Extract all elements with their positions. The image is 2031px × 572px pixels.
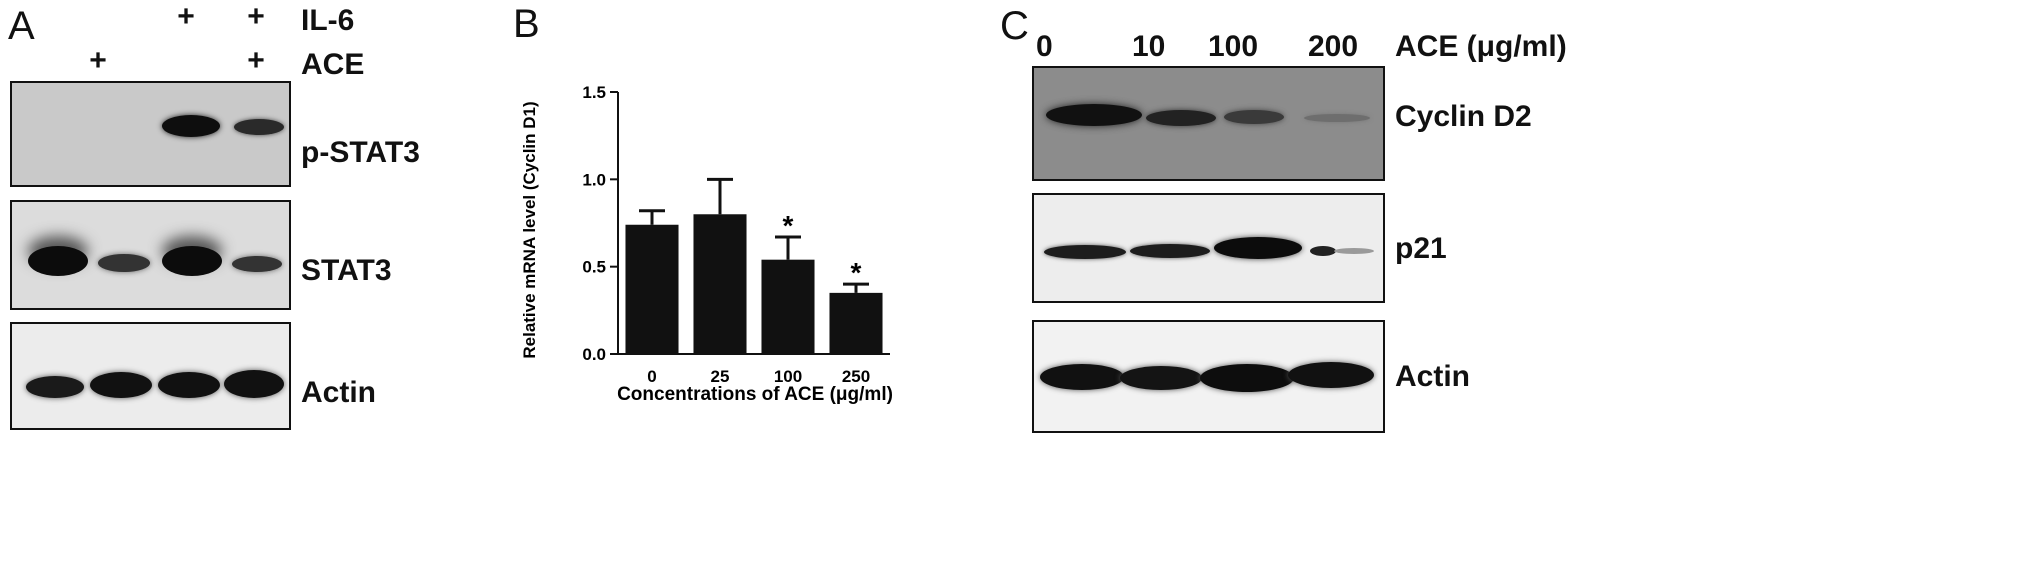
blot-p-stat3 <box>10 81 291 187</box>
band <box>1304 114 1370 122</box>
mrna-bar-chart: 0.0 0.5 1.0 1.5 * * 0 25 100 250 Concentrations… <box>520 83 893 405</box>
y-tick-label: 1.5 <box>582 83 606 102</box>
panel-a-letter: A <box>8 4 35 48</box>
band <box>158 372 220 398</box>
conc-100: 100 <box>1208 30 1259 63</box>
y-tick-label: 0.5 <box>582 258 606 277</box>
y-axis-label: Relative mRNA level (Cyclin D1) <box>520 101 539 358</box>
panel-b-letter: B <box>513 2 540 46</box>
band <box>90 372 152 398</box>
band <box>1146 110 1216 126</box>
band <box>1288 362 1374 388</box>
x-axis-label: Concentrations of ACE (μg/ml) <box>617 384 893 405</box>
bar-250 <box>829 292 883 354</box>
p21-label: p21 <box>1395 232 1447 265</box>
bar-25 <box>693 214 747 354</box>
blot-actin-c <box>1032 320 1385 433</box>
actin-c-label: Actin <box>1395 360 1470 393</box>
x-tick-label: 250 <box>842 367 870 386</box>
panel-c-letter: C <box>1000 4 1029 48</box>
band <box>1046 104 1142 126</box>
band <box>232 256 282 272</box>
band <box>1044 245 1126 259</box>
cyclin-d2-label: Cyclin D2 <box>1395 100 1532 133</box>
ace-mark-lane2: + <box>89 44 107 77</box>
band <box>234 119 284 135</box>
x-tick-label: 100 <box>774 367 802 386</box>
band <box>162 115 220 137</box>
ace-conc-header: ACE (μg/ml) <box>1395 30 1567 63</box>
ace-mark-lane4: + <box>247 44 265 77</box>
bar-100 <box>761 259 815 354</box>
band <box>1224 110 1284 124</box>
conc-0: 0 <box>1036 30 1053 63</box>
actin-a-label: Actin <box>301 376 376 409</box>
band <box>28 246 88 276</box>
band <box>1120 366 1202 390</box>
blot-stat3 <box>10 200 291 310</box>
band <box>26 376 84 398</box>
significance-marker: * <box>783 210 794 241</box>
x-tick-label: 25 <box>711 367 730 386</box>
band <box>162 246 222 276</box>
x-tick-label: 0 <box>647 367 656 386</box>
band <box>224 370 284 398</box>
il6-mark-lane4: + <box>247 0 265 33</box>
y-tick-label: 1.0 <box>582 170 606 189</box>
band <box>1214 237 1302 259</box>
band <box>1310 246 1336 256</box>
il6-label: IL-6 <box>301 4 355 37</box>
significance-marker: * <box>851 257 862 288</box>
band <box>1040 364 1124 390</box>
blot-cyclin-d2 <box>1032 66 1385 181</box>
conc-200: 200 <box>1308 30 1359 63</box>
stat3-label: STAT3 <box>301 254 392 287</box>
p-stat3-label: p-STAT3 <box>301 136 420 169</box>
bar-0 <box>625 224 679 354</box>
blot-actin-a <box>10 322 291 430</box>
blot-p21 <box>1032 193 1385 303</box>
il6-mark-lane3: + <box>177 0 195 33</box>
conc-10: 10 <box>1132 30 1166 63</box>
band <box>98 254 150 272</box>
band <box>1334 248 1374 254</box>
band <box>1130 244 1210 258</box>
y-tick-label: 0.0 <box>582 345 606 364</box>
band <box>1200 364 1294 392</box>
ace-label: ACE <box>301 48 365 81</box>
